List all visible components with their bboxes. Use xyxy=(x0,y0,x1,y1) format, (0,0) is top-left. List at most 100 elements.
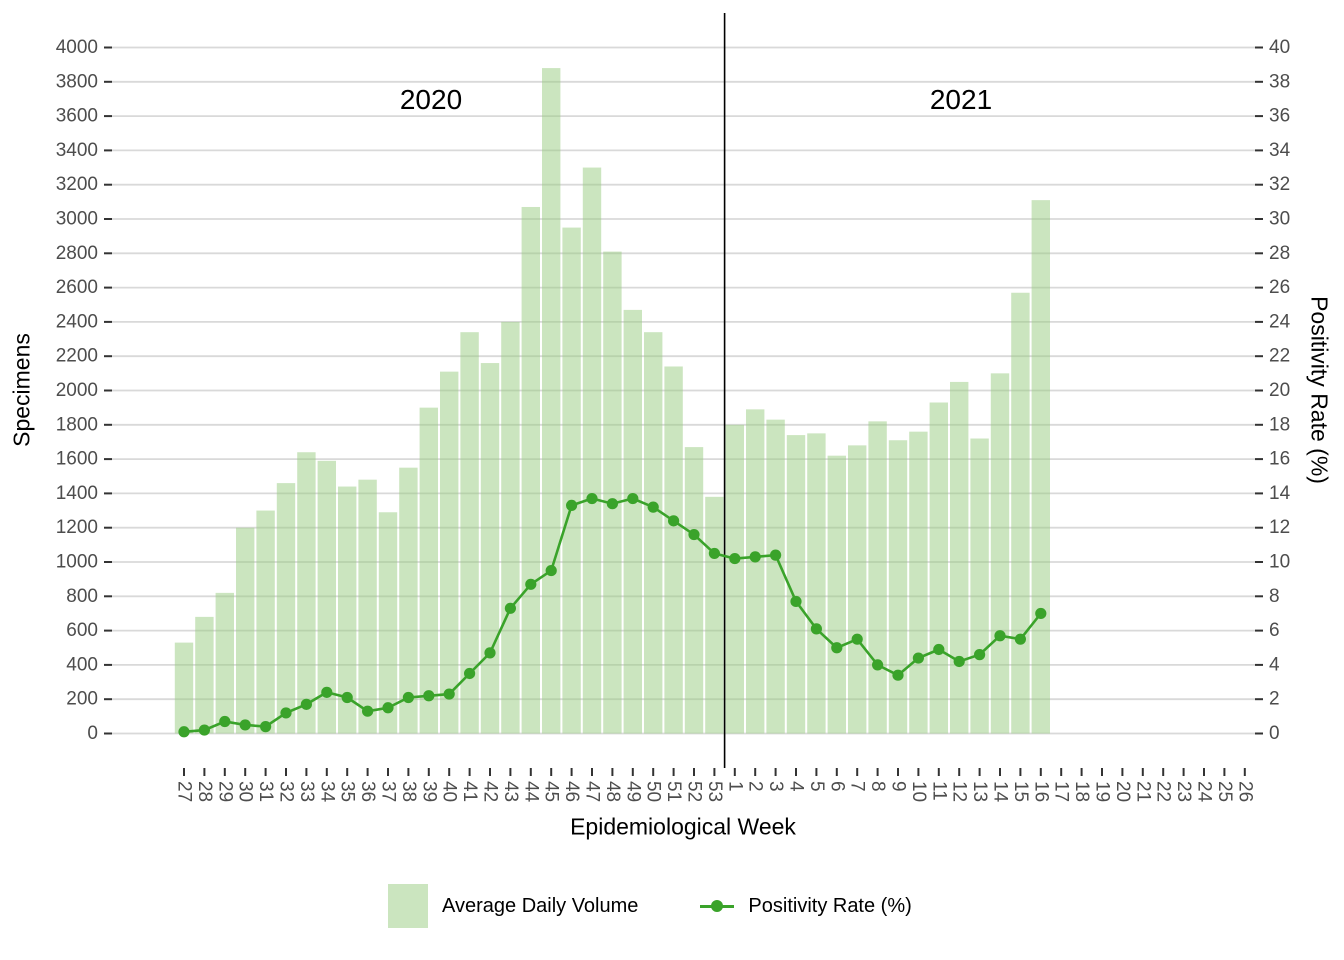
positivity-rate-point xyxy=(994,630,1006,642)
x-tick-label: 51 xyxy=(663,781,684,802)
positivity-rate-point xyxy=(341,691,353,704)
volume-bar xyxy=(276,483,296,734)
x-tick-label: 18 xyxy=(1071,781,1092,802)
x-tick-label: 22 xyxy=(1153,781,1174,802)
volume-bar xyxy=(623,309,642,734)
volume-bar xyxy=(195,616,214,734)
y-tick-label-right: 28 xyxy=(1269,243,1290,264)
chart-legend: Average Daily Volume Positivity Rate (%) xyxy=(388,879,912,933)
positivity-rate-point xyxy=(178,726,190,738)
x-tick-label: 44 xyxy=(520,781,541,803)
y-tick-label-right: 36 xyxy=(1269,106,1290,127)
positivity-rate-point xyxy=(1035,607,1047,620)
positivity-rate-point xyxy=(382,702,394,714)
y-tick-label-left: 3200 xyxy=(56,174,98,195)
y-tick-label-right: 26 xyxy=(1269,277,1290,298)
y-tick-label-left: 2600 xyxy=(56,277,98,298)
volume-bar xyxy=(542,68,561,734)
x-tick-label: 33 xyxy=(296,781,317,802)
volume-bar xyxy=(256,510,275,734)
x-tick-label: 37 xyxy=(378,781,399,802)
y-tick-label-left: 1200 xyxy=(56,517,98,538)
x-tick-label: 4 xyxy=(786,781,807,792)
year-annotation-2020: 2020 xyxy=(399,84,463,115)
volume-bar xyxy=(317,460,336,734)
y-tick-label-right: 22 xyxy=(1269,346,1290,367)
y-tick-label-left: 4000 xyxy=(56,37,98,58)
y-tick-label-right: 38 xyxy=(1269,71,1290,92)
volume-bar xyxy=(501,321,520,734)
volume-bar xyxy=(603,251,622,734)
positivity-rate-point xyxy=(1014,633,1026,645)
volume-bar xyxy=(725,424,744,734)
volume-bar xyxy=(215,592,234,734)
volume-bar xyxy=(582,167,602,734)
positivity-rate-point xyxy=(933,643,945,656)
positivity-rate-point xyxy=(831,642,843,654)
x-tick-label: 20 xyxy=(1112,781,1133,802)
x-tick-label: 26 xyxy=(1234,781,1255,802)
positivity-rate-point xyxy=(260,721,272,733)
x-tick-label: 30 xyxy=(235,781,256,802)
x-tick-label: 9 xyxy=(888,781,909,792)
positivity-rate-point xyxy=(402,691,414,704)
x-tick-label: 41 xyxy=(459,781,480,802)
y-tick-label-left: 400 xyxy=(66,654,98,675)
volume-bar xyxy=(460,332,479,734)
y-tick-label-left: 3800 xyxy=(56,71,98,92)
legend-label-positivity: Positivity Rate (%) xyxy=(748,894,912,917)
positivity-rate-point xyxy=(504,602,516,614)
positivity-rate-point xyxy=(953,655,965,668)
x-tick-label: 16 xyxy=(1030,781,1051,802)
x-tick-label: 40 xyxy=(439,781,460,802)
x-tick-label: 49 xyxy=(622,781,643,802)
volume-swatch-icon xyxy=(388,884,428,928)
volume-bar xyxy=(419,407,438,734)
x-tick-label: 5 xyxy=(806,781,827,792)
y-tick-label-right: 2 xyxy=(1269,689,1280,710)
positivity-rate-point xyxy=(770,549,782,561)
volume-bar xyxy=(868,421,887,734)
volume-bar xyxy=(827,455,846,734)
positivity-rate-point xyxy=(280,707,292,719)
y-tick-label-right: 12 xyxy=(1269,517,1290,538)
volume-bar xyxy=(705,496,724,734)
positivity-rate-point xyxy=(198,724,210,736)
volume-bar xyxy=(378,512,398,734)
volume-bar xyxy=(888,440,908,734)
volume-bar xyxy=(990,373,1010,734)
y-tick-label-right: 24 xyxy=(1269,311,1291,332)
x-tick-label: 15 xyxy=(1010,781,1031,802)
y-tick-label-left: 800 xyxy=(66,586,98,607)
positivity-rate-point xyxy=(362,705,374,717)
x-tick-label: 10 xyxy=(908,781,929,802)
positivity-rate-point xyxy=(974,649,986,661)
y-tick-label-left: 1000 xyxy=(56,552,98,573)
positivity-line-icon xyxy=(700,899,735,913)
y-tick-label-right: 32 xyxy=(1269,174,1290,195)
positivity-rate-point xyxy=(423,690,435,702)
x-tick-label: 14 xyxy=(990,781,1011,803)
x-tick-label: 35 xyxy=(337,781,358,802)
positivity-rate-point xyxy=(810,623,823,635)
x-tick-label: 50 xyxy=(643,781,664,802)
positivity-rate-point xyxy=(586,492,598,505)
volume-bar xyxy=(929,402,948,734)
volume-bar xyxy=(399,467,418,734)
x-tick-label: 2 xyxy=(745,781,766,792)
y-axis-title-right: Positivity Rate (%) xyxy=(1306,296,1333,484)
positivity-rate-point xyxy=(892,669,904,681)
y-tick-label-left: 0 xyxy=(87,723,98,744)
x-tick-label: 43 xyxy=(500,781,521,802)
positivity-rate-point xyxy=(708,547,721,560)
y-tick-label-left: 600 xyxy=(66,620,98,641)
x-tick-label: 42 xyxy=(480,781,501,802)
positivity-rate-point xyxy=(851,633,863,645)
y-tick-label-left: 1800 xyxy=(56,414,98,435)
positivity-rate-point xyxy=(749,551,761,563)
positivity-rate-point xyxy=(300,698,312,710)
y-tick-label-right: 10 xyxy=(1269,552,1290,573)
x-tick-label: 36 xyxy=(357,781,378,802)
x-tick-label: 45 xyxy=(541,781,562,802)
